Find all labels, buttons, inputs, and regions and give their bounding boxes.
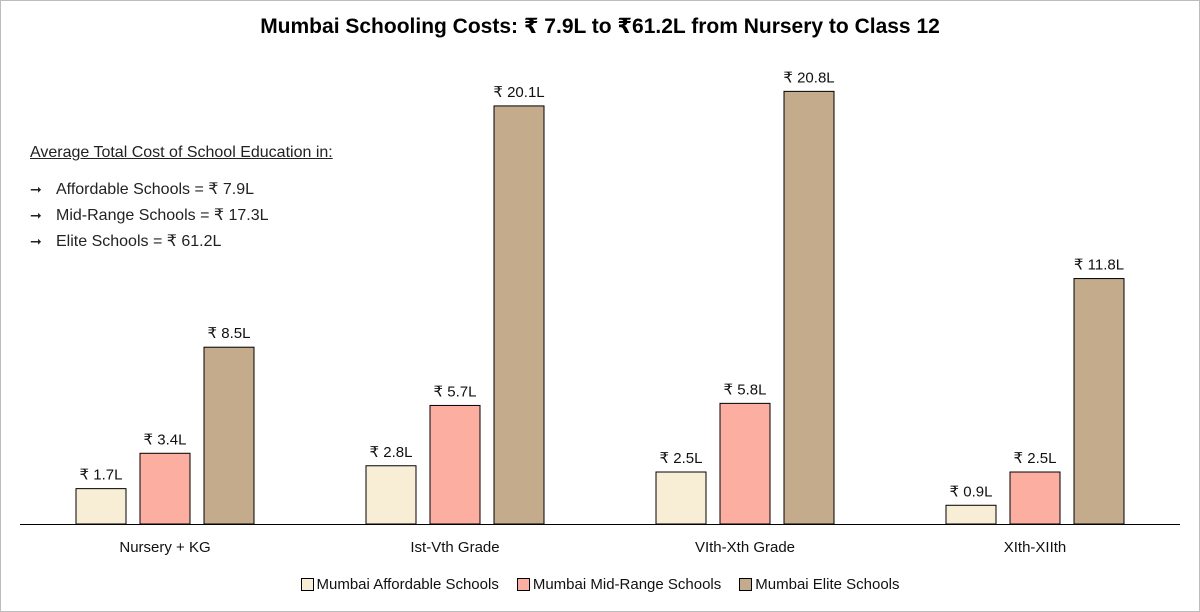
legend-swatch-affordable: [300, 578, 314, 591]
data-label: ₹ 0.9L: [950, 483, 993, 500]
bar: [75, 488, 127, 525]
arrow-right-icon: ➞: [30, 232, 42, 249]
x-tick-label: XIth-XIIth: [1004, 539, 1067, 556]
bar: [139, 452, 191, 525]
x-tick-label: Ist-Vth Grade: [410, 539, 499, 556]
bar: [783, 90, 835, 525]
legend-entry-affordable: Mumbai Affordable Schools: [300, 576, 499, 593]
annotation-item-affordable: ➞ Affordable Schools = ₹ 7.9L: [30, 176, 333, 202]
legend-label: Mumbai Mid-Range Schools: [532, 576, 722, 593]
bar: [429, 404, 481, 525]
annotation-text: Mid-Range Schools = ₹ 17.3L: [56, 207, 269, 224]
legend-label: Mumbai Elite Schools: [755, 576, 900, 593]
data-label: ₹ 5.7L: [434, 383, 477, 400]
data-label: ₹ 11.8L: [1074, 257, 1124, 274]
annotation-text: Elite Schools = ₹ 61.2L: [56, 233, 222, 250]
legend-entry-mid-range: Mumbai Mid-Range Schools: [516, 576, 722, 593]
data-label: ₹ 20.1L: [493, 84, 544, 101]
legend-swatch-elite: [739, 578, 753, 591]
cost-summary-annotation: Average Total Cost of School Education i…: [30, 144, 333, 254]
bar: [655, 471, 707, 525]
bar: [719, 402, 771, 525]
annotation-item-elite: ➞ Elite Schools = ₹ 61.2L: [30, 228, 333, 254]
bar: [945, 504, 997, 525]
chart-title: Mumbai Schooling Costs: ₹ 7.9L to ₹61.2L…: [260, 15, 940, 38]
annotation-item-mid-range: ➞ Mid-Range Schools = ₹ 17.3L: [30, 202, 333, 228]
data-label: ₹ 3.4L: [144, 431, 187, 448]
x-tick-label: Nursery + KG: [119, 539, 210, 556]
arrow-right-icon: ➞: [30, 180, 42, 197]
data-label: ₹ 2.5L: [660, 450, 703, 467]
legend-entry-elite: Mumbai Elite Schools: [739, 576, 900, 593]
legend-swatch-mid-range: [516, 578, 530, 591]
data-label: ₹ 5.8L: [724, 381, 767, 398]
x-tick-label: VIth-Xth Grade: [695, 539, 795, 556]
annotation-heading: Average Total Cost of School Education i…: [30, 144, 333, 161]
data-label: ₹ 20.8L: [783, 69, 834, 86]
bar: [203, 346, 255, 525]
annotation-text: Affordable Schools = ₹ 7.9L: [56, 181, 255, 198]
data-label: ₹ 2.8L: [370, 444, 413, 461]
bar: [493, 105, 545, 525]
arrow-right-icon: ➞: [30, 206, 42, 223]
chart-legend: Mumbai Affordable Schools Mumbai Mid-Ran…: [0, 576, 1200, 593]
data-label: ₹ 8.5L: [208, 325, 251, 342]
data-label: ₹ 2.5L: [1014, 450, 1057, 467]
data-label: ₹ 1.7L: [80, 467, 123, 484]
bar: [1073, 278, 1125, 525]
bar: [1009, 471, 1061, 525]
bar: [365, 465, 417, 525]
legend-label: Mumbai Affordable Schools: [316, 576, 499, 593]
